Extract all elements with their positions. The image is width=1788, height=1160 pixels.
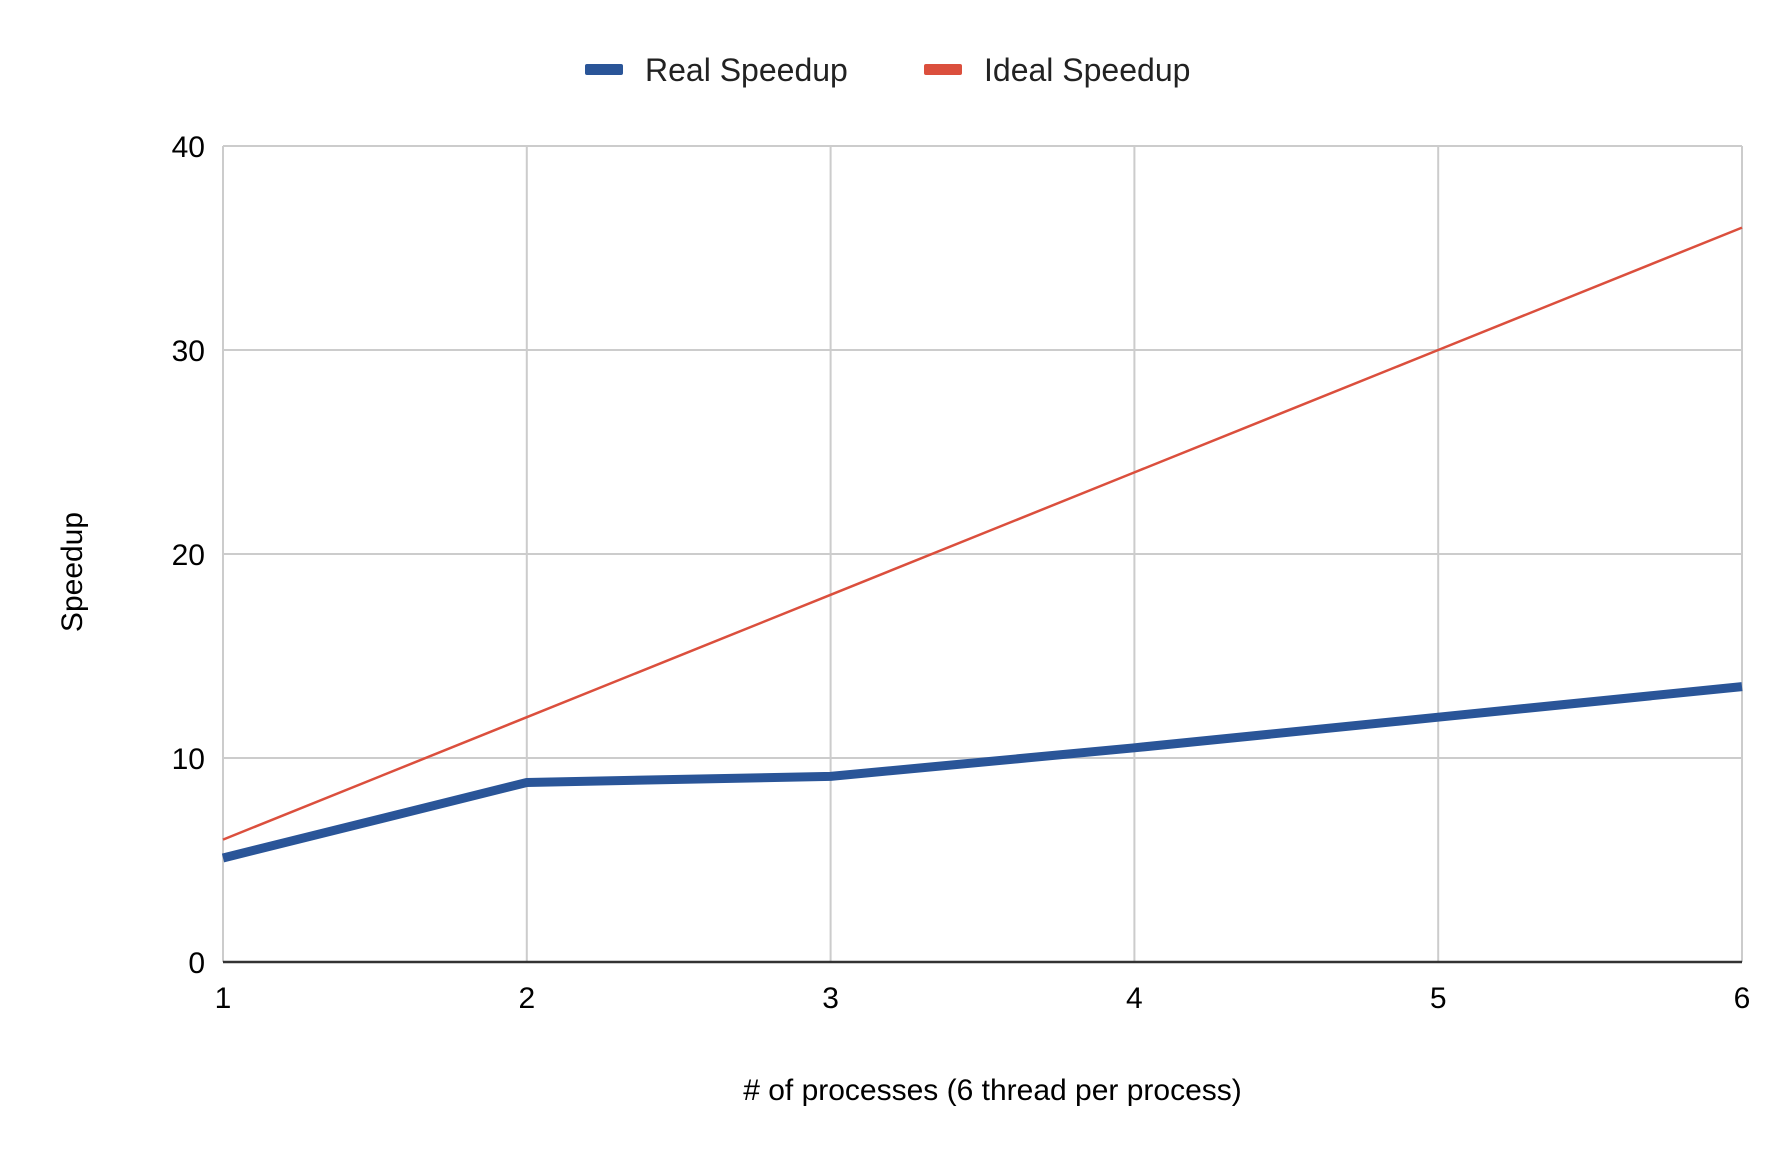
- y-tick-label: 10: [172, 743, 205, 776]
- x-tick-label: 3: [822, 982, 839, 1015]
- y-tick-label: 40: [172, 131, 205, 164]
- x-tick-label: 2: [518, 982, 535, 1015]
- y-tick-label: 30: [172, 335, 205, 368]
- series-line-real-speedup: [221, 682, 1743, 863]
- x-tick-label: 1: [215, 982, 232, 1015]
- y-tick-label: 20: [172, 539, 205, 572]
- tick-labels: 0 10 20 30 40 1 2 3 4 5 6: [172, 131, 1751, 1015]
- x-tick-label: 6: [1734, 982, 1751, 1015]
- x-tick-label: 4: [1126, 982, 1143, 1015]
- legend-label: Ideal Speedup: [984, 52, 1190, 88]
- series-lines: [221, 226, 1743, 863]
- x-axis-title: # of processes (6 thread per process): [743, 1074, 1242, 1107]
- legend-label: Real Speedup: [645, 52, 848, 88]
- legend: Real Speedup Ideal Speedup: [585, 52, 1190, 88]
- y-axis-title: Speedup: [56, 512, 89, 632]
- x-tick-label: 5: [1430, 982, 1447, 1015]
- legend-swatch: [924, 64, 962, 75]
- legend-swatch: [585, 64, 623, 75]
- series-line-ideal-speedup: [222, 226, 1743, 841]
- grid-lines: [222, 145, 1743, 962]
- y-tick-label: 0: [188, 947, 205, 980]
